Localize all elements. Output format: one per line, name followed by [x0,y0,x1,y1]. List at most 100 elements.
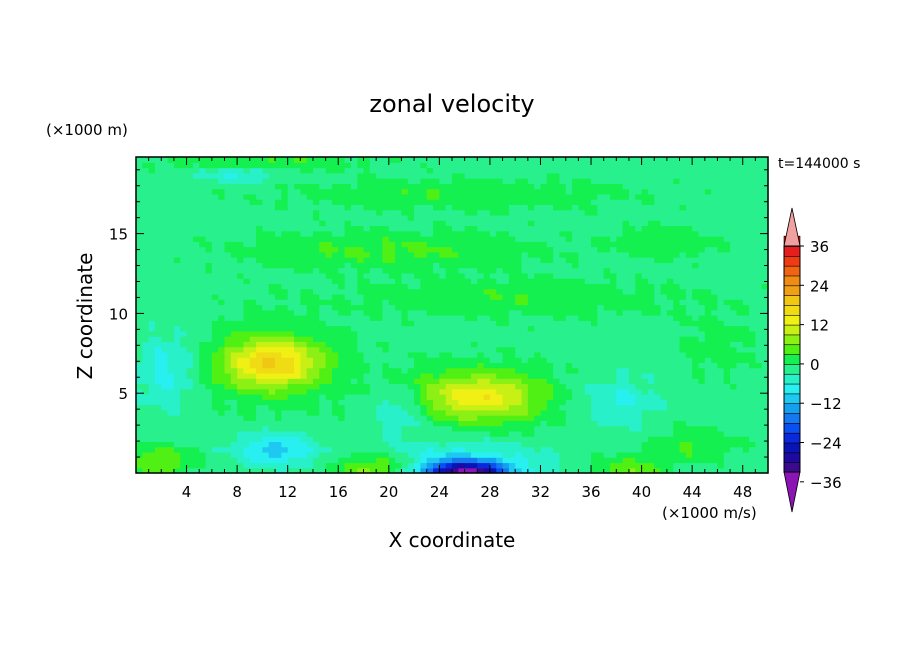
field-cell [382,362,390,369]
field-cell [761,367,769,374]
field-cell [262,325,270,332]
field-cell [256,409,263,416]
field-cell [508,430,516,437]
field-cell [420,283,428,290]
field-cell [635,236,643,242]
field-cell [692,441,700,448]
field-cell [641,236,649,242]
field-cell [622,425,630,432]
field-cell [275,415,282,421]
field-cell [591,362,598,369]
field-cell [426,293,434,300]
field-cell [180,446,188,453]
field-cell [610,351,617,358]
field-cell [685,357,693,363]
field-cell [382,214,390,221]
field-cell [616,230,624,237]
field-cell [350,293,358,300]
field-cell [489,283,497,290]
field-cell [749,230,756,237]
field-cell [591,315,598,321]
field-cell [584,293,592,300]
field-cell [578,409,586,416]
field-cell [458,267,466,274]
field-cell [628,283,636,290]
field-cell [395,362,403,369]
field-cell [294,246,301,253]
field-cell [275,394,282,400]
field-cell [521,451,529,458]
field-cell [698,451,706,458]
field-cell [660,330,668,337]
field-cell [584,283,592,290]
field-cell [148,372,156,379]
field-cell [641,309,649,316]
field-cell [154,362,162,369]
field-cell [420,304,428,311]
field-cell [685,293,693,300]
field-cell [572,404,579,411]
field-cell [603,457,611,464]
field-cell [565,262,573,269]
field-cell [205,283,213,290]
field-cell [439,225,447,232]
field-cell [515,236,523,242]
field-cell [698,320,706,327]
field-cell [559,257,567,263]
field-cell [660,299,668,306]
field-cell [445,367,453,374]
field-cell [186,425,194,432]
field-cell [369,346,377,353]
field-cell [142,394,150,400]
field-cell [382,388,390,395]
field-cell [275,236,282,242]
field-cell [376,388,384,395]
field-cell [749,236,756,242]
field-cell [344,362,352,369]
field-cell [546,399,554,406]
field-cell [755,394,763,400]
field-cell [736,351,744,358]
field-cell [628,320,636,327]
field-cell [287,304,295,311]
field-cell [281,304,289,311]
field-cell [489,299,497,306]
field-cell [628,351,636,358]
field-cell [458,409,466,416]
field-cell [376,367,384,374]
field-cell [192,362,200,369]
field-cell [660,372,668,379]
field-cell [420,372,428,379]
field-cell [521,309,529,316]
field-cell [388,378,396,385]
field-cell [610,288,617,295]
field-cell [439,330,447,337]
field-cell [572,383,579,390]
field-cell [578,293,586,300]
field-cell [673,214,681,221]
field-cell [180,257,188,263]
field-cell [414,283,421,290]
field-cell [148,278,156,284]
field-cell [186,330,194,337]
field-cell [211,330,219,337]
field-cell [224,272,232,279]
field-cell [610,420,617,427]
field-cell [755,309,763,316]
field-cell [287,457,295,464]
field-cell [578,283,586,290]
field-cell [666,415,674,421]
field-cell [294,462,301,469]
field-cell [350,420,358,427]
field-cell [452,404,459,411]
field-cell [161,251,169,258]
field-cell [230,315,238,321]
field-cell [597,346,605,353]
field-cell [736,404,744,411]
field-cell [591,404,598,411]
field-cell [527,225,535,232]
field-cell [692,409,700,416]
field-cell [679,367,687,374]
field-cell [654,430,662,437]
field-cell [527,309,535,316]
